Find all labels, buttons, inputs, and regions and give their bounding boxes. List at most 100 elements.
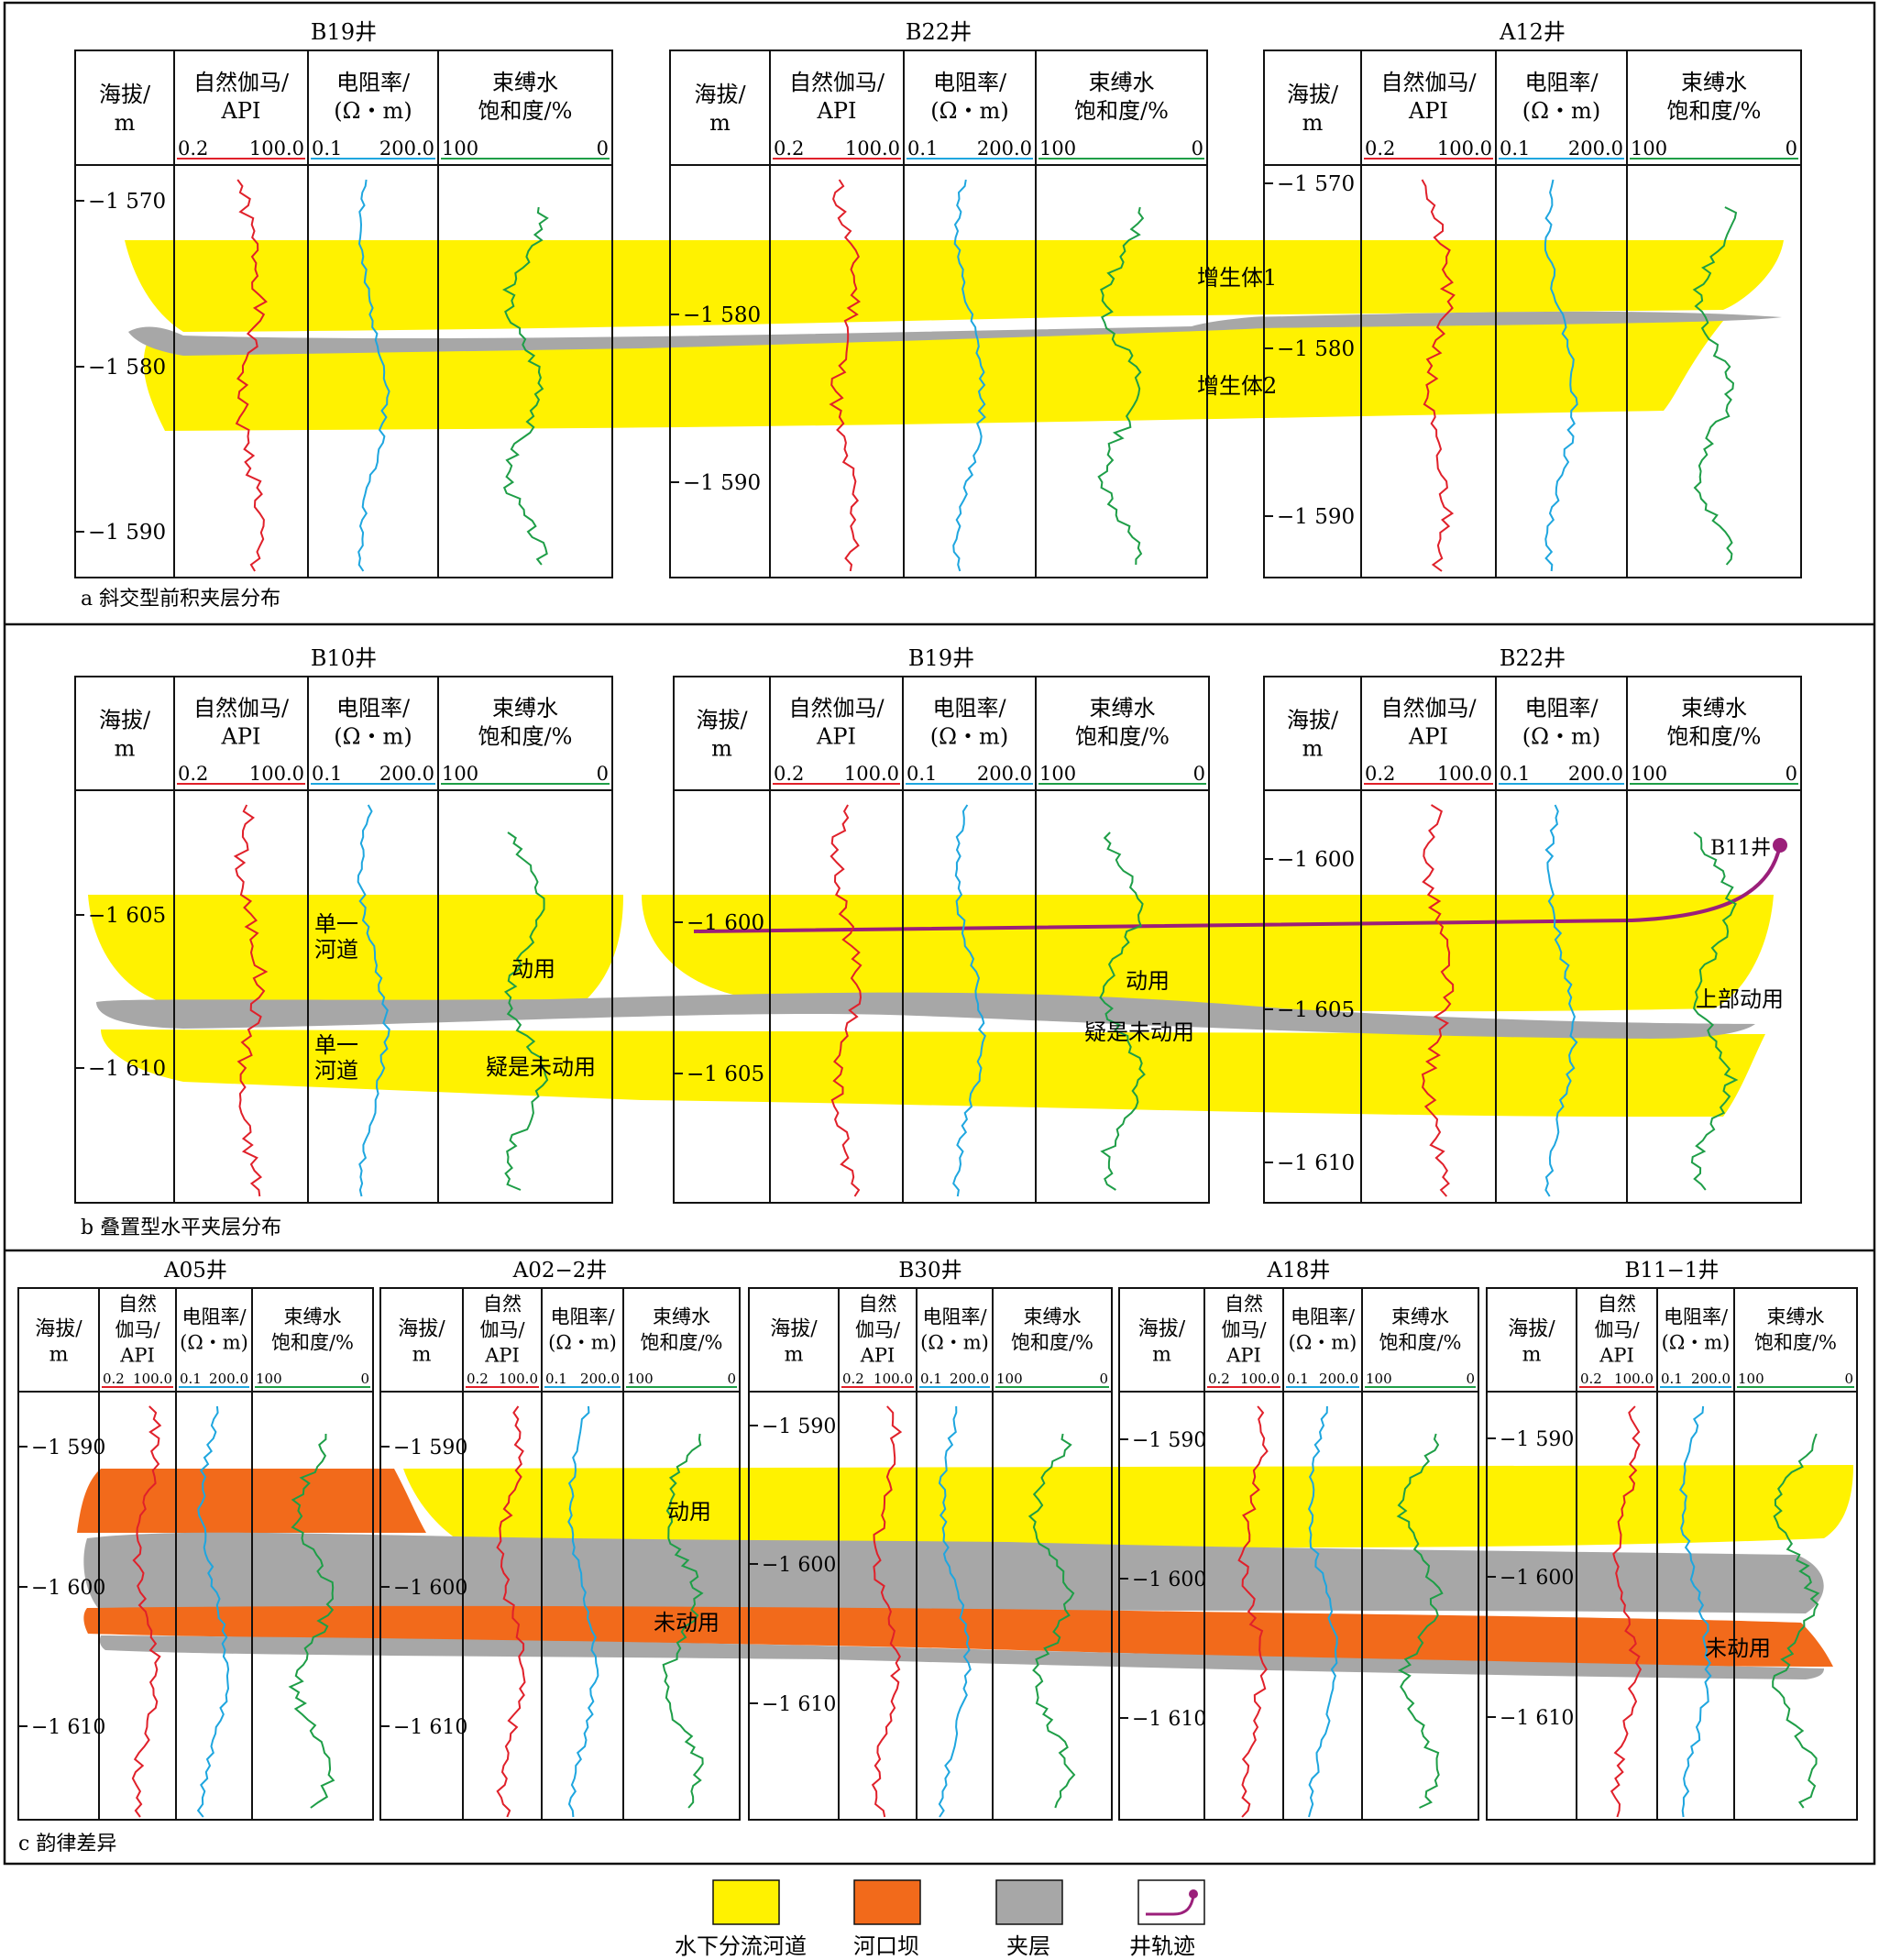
depth-label: −1 600 xyxy=(1132,1569,1206,1591)
panel-b-caption: b 叠置型水平夹层分布 xyxy=(81,1217,281,1239)
legend-trajectory-icon xyxy=(1146,1895,1195,1916)
header-resistivity-text: (Ω・m) xyxy=(1522,98,1600,124)
header-saturation-text: 饱和度/% xyxy=(1379,1332,1461,1354)
resistivity-scale-min: 0.1 xyxy=(180,1371,202,1387)
well-name: A18井 xyxy=(1267,1259,1331,1283)
header-resistivity-text: (Ω・m) xyxy=(930,724,1008,750)
resistivity-scale-max: 200.0 xyxy=(977,763,1032,785)
label-single-channel-1a: 单一 xyxy=(314,911,358,937)
label-suspected-unproduced-b10: 疑是未动用 xyxy=(486,1054,596,1080)
legend-swatch-mouth-bar xyxy=(853,1879,921,1925)
gamma-scale-max: 100.0 xyxy=(499,1371,538,1387)
saturation-curve xyxy=(1690,831,1739,1191)
saturation-scale-max: 0 xyxy=(360,1371,369,1387)
trajectory-end-marker xyxy=(1773,838,1787,853)
header-resistivity-text: (Ω・m) xyxy=(1522,724,1600,750)
mouth-bar-lower xyxy=(83,1605,1834,1667)
header-resistivity-text: (Ω・m) xyxy=(180,1332,248,1354)
saturation-curve xyxy=(662,1433,704,1809)
header-saturation-text: 饱和度/% xyxy=(1667,724,1762,750)
header-resistivity-text: 电阻率/ xyxy=(933,70,1007,95)
depth-label: −1 600 xyxy=(762,1554,836,1577)
resistivity-curve xyxy=(1307,1405,1338,1818)
depth-label: −1 580 xyxy=(88,356,166,380)
header-depth-text: m xyxy=(1522,1344,1542,1367)
gamma-curve xyxy=(233,804,269,1197)
header-depth-text: 海拔/ xyxy=(1508,1318,1555,1341)
legend-label-channel: 水下分流河道 xyxy=(675,1933,807,1959)
resistivity-scale-min: 0.1 xyxy=(545,1371,567,1387)
resistivity-curve xyxy=(1678,1405,1712,1818)
header-resistivity-text: 电阻率/ xyxy=(1524,696,1599,721)
header-saturation-text: 束缚水 xyxy=(1024,1306,1082,1328)
resistivity-scale-min: 0.1 xyxy=(312,138,342,160)
label-produced-c: 动用 xyxy=(667,1499,711,1525)
header-gamma-text: 自然 xyxy=(483,1294,522,1316)
depth-label: −1 590 xyxy=(762,1415,836,1438)
header-gamma-text: API xyxy=(484,1345,520,1367)
depth-label: −1 590 xyxy=(683,471,761,495)
gamma-scale-min: 0.2 xyxy=(178,138,208,160)
saturation-curve xyxy=(501,206,549,566)
gamma-curve xyxy=(1421,179,1456,572)
label-single-channel-2a: 单一 xyxy=(314,1032,358,1058)
saturation-curve xyxy=(1692,206,1738,566)
well-trajectory-b11 xyxy=(693,844,1782,933)
saturation-scale-min: 100 xyxy=(1631,763,1667,785)
interlayer-b xyxy=(96,992,1755,1039)
header-gamma-text: API xyxy=(221,724,261,750)
header-gamma-text: API xyxy=(860,1345,896,1367)
well-name: A12井 xyxy=(1499,19,1566,45)
well-name: B19井 xyxy=(311,19,377,45)
label-single-channel-2b: 河道 xyxy=(314,1058,358,1084)
resistivity-scale-max: 200.0 xyxy=(1319,1371,1358,1387)
header-saturation-text: 饱和度/% xyxy=(1667,98,1762,124)
resistivity-scale-min: 0.1 xyxy=(907,763,937,785)
saturation-scale-min: 100 xyxy=(1039,763,1076,785)
header-depth-text: 海拔/ xyxy=(398,1318,445,1341)
header-saturation-text: 束缚水 xyxy=(492,70,558,95)
gamma-curve xyxy=(131,1405,162,1818)
saturation-curve xyxy=(288,1433,335,1809)
header-gamma-text: 自然 xyxy=(859,1294,897,1316)
header-resistivity-text: 电阻率/ xyxy=(336,70,411,95)
gamma-curve xyxy=(496,1405,526,1818)
header-depth-text: 海拔/ xyxy=(1287,82,1339,107)
saturation-scale-max: 0 xyxy=(597,138,609,160)
well-name: B19井 xyxy=(908,645,974,671)
resistivity-scale-max: 200.0 xyxy=(580,1371,620,1387)
legend-label-trajectory: 井轨迹 xyxy=(1129,1933,1195,1959)
header-gamma-text: API xyxy=(1408,724,1448,750)
resistivity-scale-max: 200.0 xyxy=(977,138,1032,160)
legend-label-interlayer: 夹层 xyxy=(1006,1933,1050,1959)
depth-label: −1 605 xyxy=(687,1063,764,1086)
label-accretion-2: 增生体2 xyxy=(1197,373,1277,399)
gamma-scale-max: 100.0 xyxy=(249,138,304,160)
saturation-scale-max: 0 xyxy=(1786,763,1797,785)
interlayer-c-upper xyxy=(83,1532,1824,1613)
header-gamma-text: 自然伽马/ xyxy=(193,696,290,721)
header-depth-text: m xyxy=(1302,110,1324,136)
header-gamma-text: 伽马/ xyxy=(115,1319,160,1341)
label-upper-produced: 上部动用 xyxy=(1696,986,1784,1012)
header-depth-text: 海拔/ xyxy=(1138,1318,1186,1341)
gamma-curve xyxy=(1610,1405,1643,1818)
header-depth-text: m xyxy=(115,736,136,762)
header-gamma-text: API xyxy=(1225,1345,1261,1367)
resistivity-scale-min: 0.1 xyxy=(1500,763,1530,785)
gamma-curve xyxy=(829,179,862,572)
label-suspected-unproduced-b19: 疑是未动用 xyxy=(1084,1019,1194,1045)
header-depth-text: 海拔/ xyxy=(770,1318,818,1341)
saturation-scale-max: 0 xyxy=(1099,1371,1108,1387)
resistivity-curve xyxy=(1544,804,1578,1197)
resistivity-scale-min: 0.1 xyxy=(1287,1371,1309,1387)
header-gamma-text: 伽马/ xyxy=(855,1319,901,1341)
depth-label: −1 605 xyxy=(1277,998,1355,1022)
